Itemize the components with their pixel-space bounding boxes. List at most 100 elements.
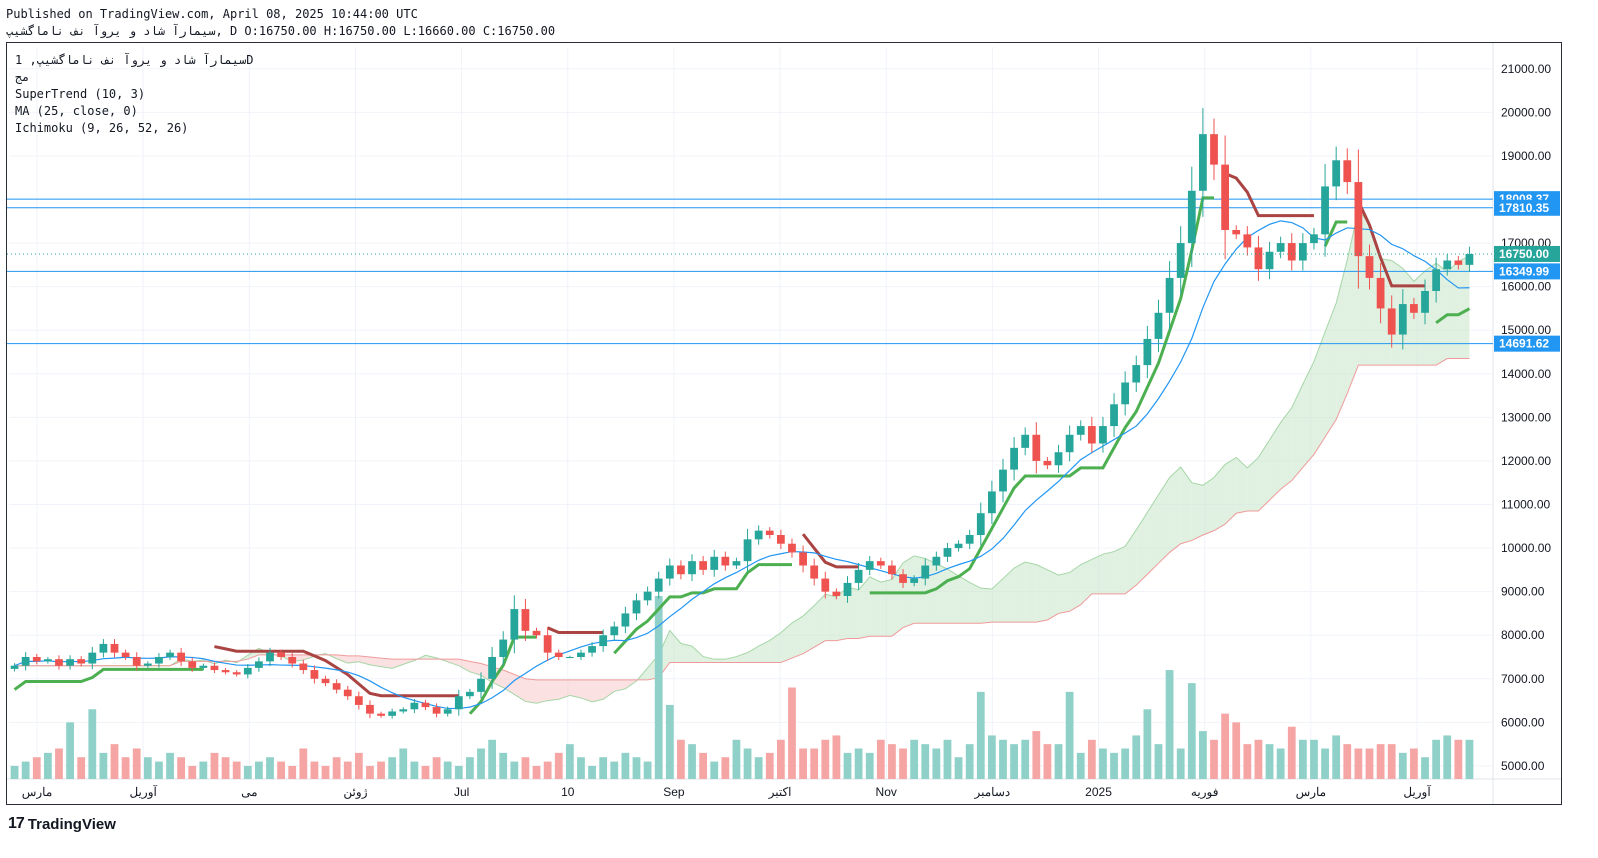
volume-bar [299, 748, 308, 779]
candle-body [321, 678, 330, 684]
candle-body [88, 652, 97, 664]
volume-bar [1265, 744, 1274, 779]
volume-bar [599, 757, 608, 779]
price-chart[interactable]: 21000.0020000.0019000.0018000.0017000.00… [7, 43, 1561, 804]
volume-bar [677, 739, 685, 779]
volume-bar [932, 748, 941, 779]
volume-bar [1110, 752, 1118, 779]
volume-bar [1321, 748, 1329, 779]
y-tick-label: 9000.00 [1501, 585, 1545, 599]
ichimoku-cloud-segment [1002, 568, 1015, 623]
candle-body [754, 530, 763, 540]
candle-body [532, 630, 541, 636]
candle-body [1210, 134, 1218, 165]
candle-body [565, 657, 574, 658]
candle-body [254, 661, 263, 668]
legend-ma[interactable]: MA (25, close, 0) [15, 104, 138, 118]
volume-bar [1121, 748, 1130, 779]
candle-body [155, 657, 163, 664]
volume-bar [1176, 748, 1185, 779]
supertrend-line [13, 667, 204, 691]
volume-bar [454, 765, 463, 779]
volume-bar [610, 761, 619, 779]
volume-bar [1099, 748, 1107, 779]
ichimoku-cloud-segment [1236, 457, 1248, 514]
candle-body [1310, 234, 1318, 244]
y-tick-label: 14000.00 [1501, 367, 1551, 381]
tradingview-brand[interactable]: 17 TradingView [8, 815, 116, 833]
volume-bar [232, 761, 241, 779]
ichimoku-cloud-segment [1069, 564, 1081, 612]
candle-body [1243, 234, 1252, 248]
ichimoku-cloud-segment [991, 578, 1003, 623]
ichimoku-span-b [14, 358, 1470, 681]
candle-body [21, 657, 30, 666]
candle-body [1165, 277, 1174, 313]
ichimoku-cloud-segment [1158, 477, 1170, 564]
volume-bar [643, 761, 652, 779]
legend-ichimoku[interactable]: Ichimoku (9, 26, 52, 26) [15, 121, 189, 135]
last-price-label: 16750.00 [1499, 247, 1549, 261]
candle-body [1121, 382, 1130, 405]
ichimoku-cloud-segment [580, 679, 593, 702]
ichimoku-cloud-segment [1247, 457, 1259, 512]
candle-body [832, 591, 841, 596]
x-tick-label: 10 [561, 785, 575, 799]
volume-bar [521, 757, 530, 779]
ichimoku-cloud-segment [1147, 494, 1159, 575]
volume-bar [854, 748, 863, 779]
candle-body [310, 670, 319, 679]
volume-bar [1410, 748, 1418, 779]
legend-supertrend[interactable]: SuperTrend (10, 3) [15, 87, 146, 101]
horizontal-level-label: 14691.62 [1499, 337, 1549, 351]
ichimoku-span-a [14, 208, 1470, 704]
volume-bar [466, 757, 474, 779]
volume-bar [543, 761, 552, 779]
volume-bar [754, 757, 763, 779]
candle-body [488, 657, 497, 679]
volume-bar [1443, 735, 1452, 779]
ichimoku-cloud-segment [936, 563, 948, 624]
candle-body [1276, 243, 1285, 252]
ichimoku-cloud-segment [1080, 559, 1092, 605]
candle-body [599, 635, 608, 647]
ichimoku-cloud-segment [1291, 384, 1303, 481]
ichimoku-cloud-segment [1047, 569, 1059, 620]
volume-bar [1143, 709, 1152, 779]
ichimoku-cloud-segment [1202, 477, 1215, 535]
y-tick-label: 8000.00 [1501, 628, 1545, 642]
candle-body [332, 683, 341, 690]
volume-bar [1398, 752, 1407, 779]
y-tick-label: 20000.00 [1501, 105, 1551, 119]
horizontal-level-label: 16349.99 [1499, 264, 1549, 278]
supertrend-line [1224, 172, 1314, 218]
candle-body [210, 665, 219, 671]
volume-bar [1343, 744, 1352, 779]
candle-body [1076, 426, 1085, 435]
chart-frame[interactable]: 21000.0020000.0019000.0018000.0017000.00… [6, 42, 1562, 805]
x-tick-label: مارس [1296, 785, 1327, 799]
candle-body [1043, 460, 1052, 466]
candle-body [632, 600, 641, 614]
ichimoku-cloud-segment [358, 655, 370, 665]
ichimoku-cloud-segment [592, 679, 604, 702]
candle-body [288, 657, 297, 664]
ichimoku-cloud-segment [536, 679, 548, 704]
candle-body [776, 535, 785, 544]
candle-body [388, 711, 397, 716]
volume-bar [1454, 739, 1463, 779]
candle-body [1432, 269, 1441, 291]
candle-body [199, 665, 208, 668]
ichimoku-cloud-segment [1302, 361, 1314, 468]
volume-bar [210, 752, 219, 779]
volume-bar [77, 757, 86, 779]
volume-bar [1043, 744, 1052, 779]
volume-bar [1165, 670, 1174, 779]
candle-body [899, 574, 907, 583]
candle-body [577, 652, 585, 657]
supertrend-line [1435, 307, 1471, 325]
candle-body [499, 639, 508, 657]
legend-symbol[interactable]: سیمارآ شاد و یروآ نف ناماگشیپ, 1D [15, 53, 254, 67]
volume-bar [399, 748, 408, 779]
ichimoku-cloud-segment [814, 594, 826, 648]
